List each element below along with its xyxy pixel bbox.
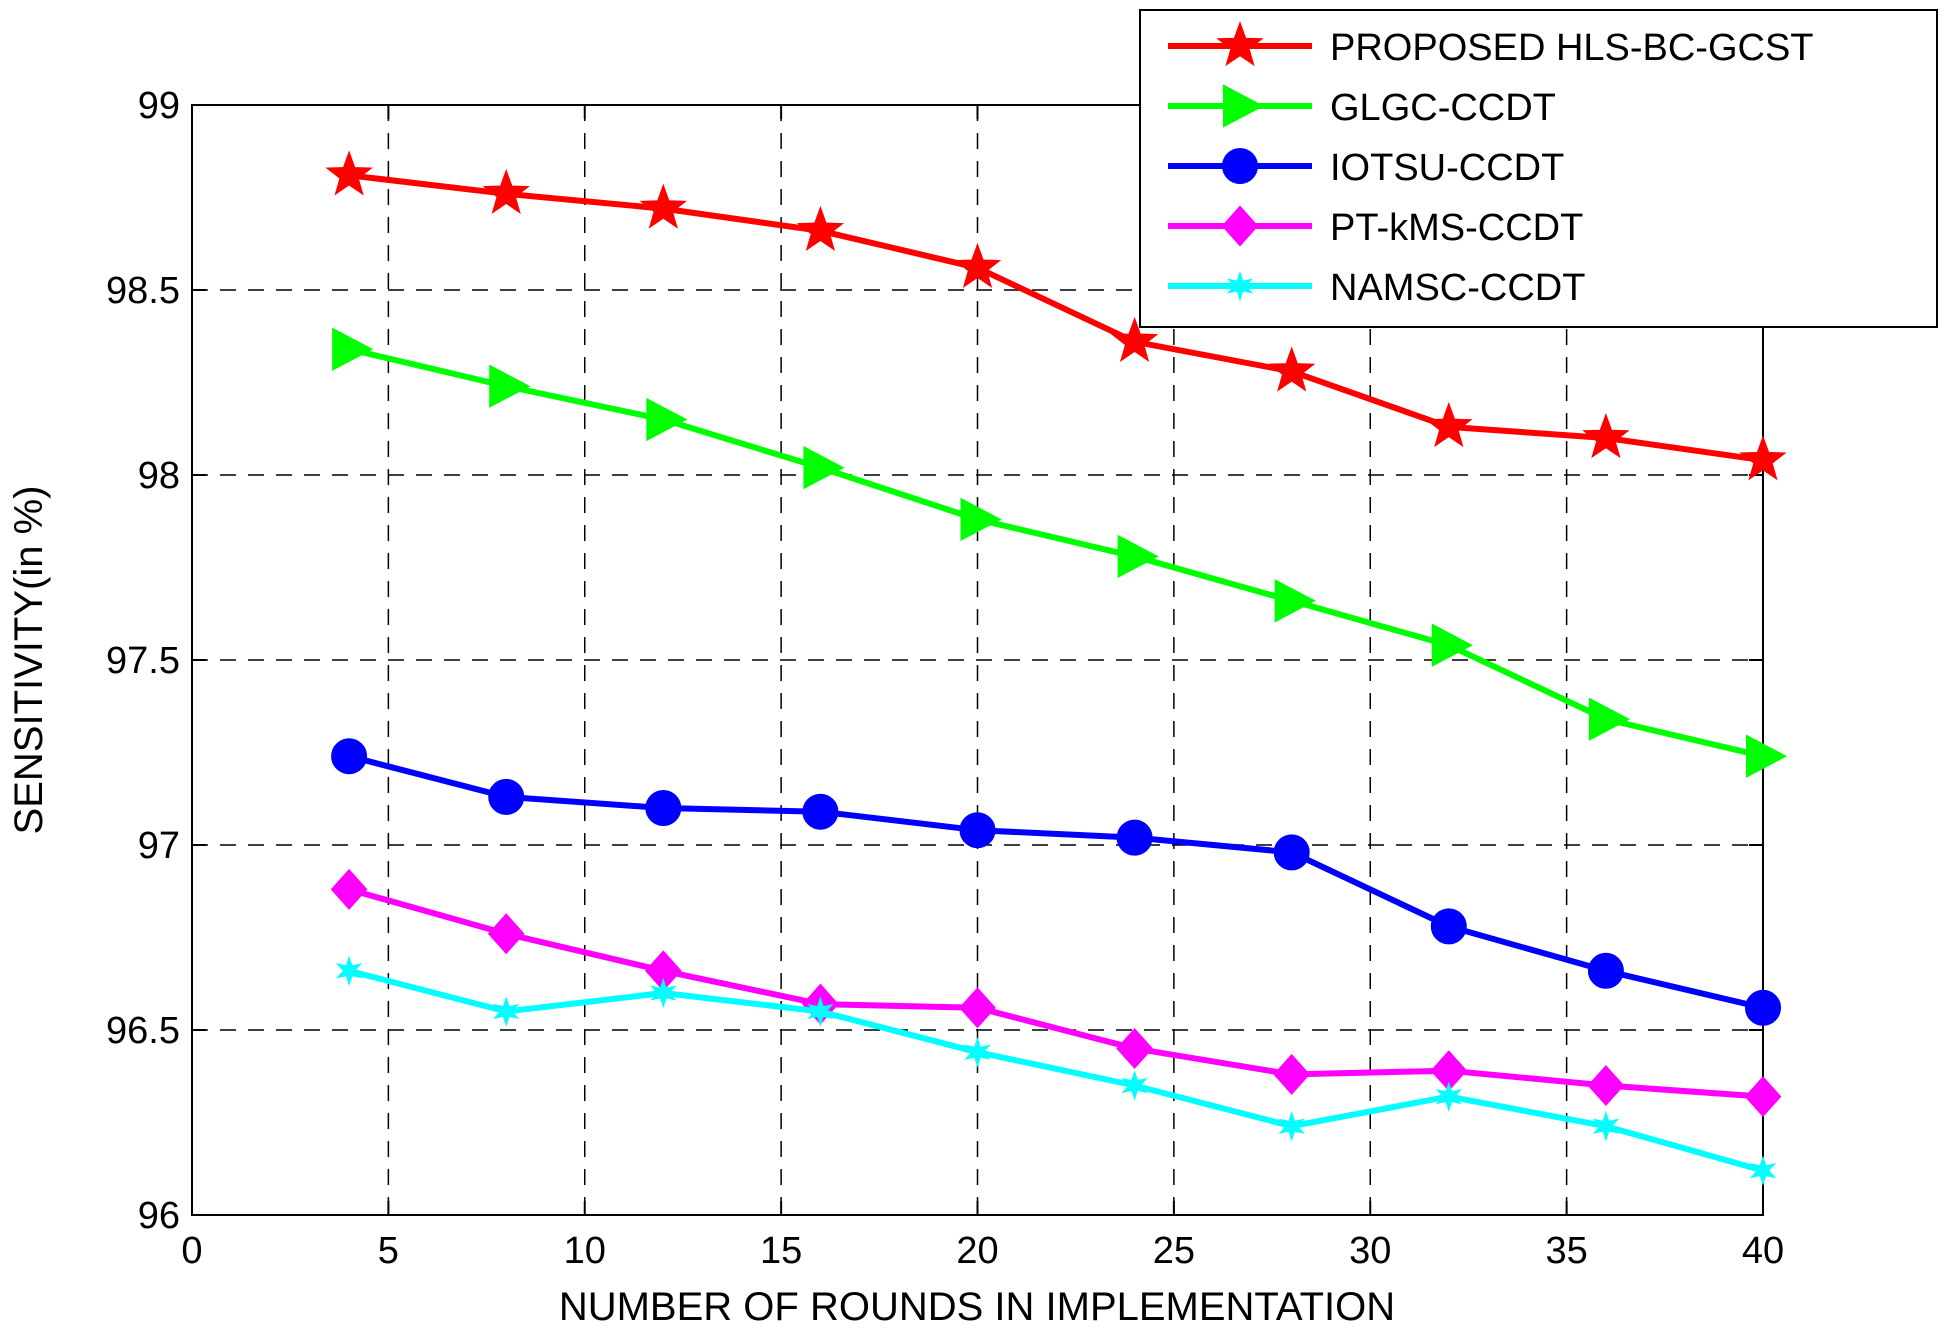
legend-label: PT-kMS-CCDT [1330,207,1583,249]
tick-layer: 0 5 10 15 20 25 30 35 40 96 96.5 97 97.5 98 98.5 99 [106,85,1784,1272]
data-point [1745,989,1781,1026]
data-point [1273,834,1310,871]
data-point [1116,1028,1153,1069]
legend-label: NAMSC-CCDT [1330,267,1585,309]
data-point [1116,819,1153,856]
series-0 [325,150,1787,481]
x-tick-label: 15 [760,1230,802,1272]
data-point [1117,534,1159,579]
legend-marker [1222,148,1258,184]
data-point [646,397,688,442]
data-point [1739,435,1787,481]
data-point [1274,579,1316,623]
series-line [348,346,1764,760]
data-point [796,205,845,251]
data-point [1110,316,1159,362]
legend: PROPOSED HLS-BC-GCST GLGC-CCDT IOTSU-CCDT P… [1139,9,1938,328]
x-tick-label: 20 [956,1230,998,1272]
y-tick-label: 98.5 [106,270,180,312]
legend-marker [1223,84,1265,128]
data-point [1431,623,1473,667]
legend-item: PROPOSED HLS-BC-GCST [1168,21,1814,69]
data-point [1425,401,1473,448]
data-point [1746,734,1788,778]
legend-marker [1221,205,1259,247]
legend-label: PROPOSED HLS-BC-GCST [1330,27,1814,69]
y-tick-label: 98 [138,455,180,497]
series-line [348,753,1764,1011]
series-4 [335,955,1777,1186]
y-tick-label: 99 [138,85,180,127]
x-tick-label: 0 [181,1230,202,1272]
data-point [1121,1070,1148,1101]
y-tick-label: 96.5 [106,1010,180,1052]
series-line [348,172,1764,464]
legend-item: NAMSC-CCDT [1168,267,1585,309]
series-1 [332,327,1788,778]
data-point [1587,1065,1625,1106]
data-point [1744,1076,1782,1118]
legend-item: PT-kMS-CCDT [1168,205,1583,249]
data-point [331,738,368,775]
legend-item: GLGC-CCDT [1168,84,1556,129]
data-point [807,996,834,1027]
legend-item: IOTSU-CCDT [1168,147,1564,189]
series-2 [331,738,1781,1026]
data-point [1749,1155,1777,1186]
data-point [639,183,687,229]
data-point [487,913,525,955]
data-point [330,868,368,910]
data-point [960,497,1002,542]
data-point [953,242,1002,288]
data-point [482,168,530,214]
data-point [492,996,520,1027]
data-point [1435,1081,1463,1112]
data-point [650,977,677,1009]
data-point [488,778,525,815]
x-tick-label: 5 [378,1230,399,1272]
y-axis-label: SENSITIVITY(in %) [7,486,51,835]
data-point [1587,952,1624,989]
data-point [489,364,531,408]
legend-marker [1226,270,1254,302]
y-tick-label: 97 [138,825,180,867]
legend-label: GLGC-CCDT [1330,87,1556,129]
x-tick-label: 35 [1545,1230,1587,1272]
data-point [1582,413,1630,459]
data-point [1592,1110,1620,1142]
x-tick-label: 10 [564,1230,606,1272]
data-point [959,812,996,849]
data-point [1268,346,1316,392]
data-point [803,445,845,490]
x-axis-label: NUMBER OF ROUNDS IN IMPLEMENTATION [559,1285,1395,1328]
data-point [1430,908,1467,945]
x-tick-label: 40 [1742,1230,1784,1272]
data-point [802,793,839,830]
series-line [348,967,1764,1174]
data-point [332,327,374,371]
data-point [645,790,682,826]
data-point [335,955,363,987]
data-point [325,150,373,196]
data-point [1588,697,1631,741]
legend-marker [1216,21,1264,67]
data-point [959,987,996,1029]
series-line [348,886,1764,1100]
y-tick-label: 96 [138,1195,180,1237]
legend-label: IOTSU-CCDT [1330,147,1564,189]
data-point [964,1036,991,1068]
data-point [1273,1053,1311,1095]
data-point [1278,1110,1305,1142]
x-tick-label: 30 [1349,1230,1391,1272]
series-layer [325,150,1788,1186]
x-tick-label: 25 [1153,1230,1195,1272]
series-3 [330,868,1782,1118]
y-tick-label: 97.5 [106,640,180,682]
